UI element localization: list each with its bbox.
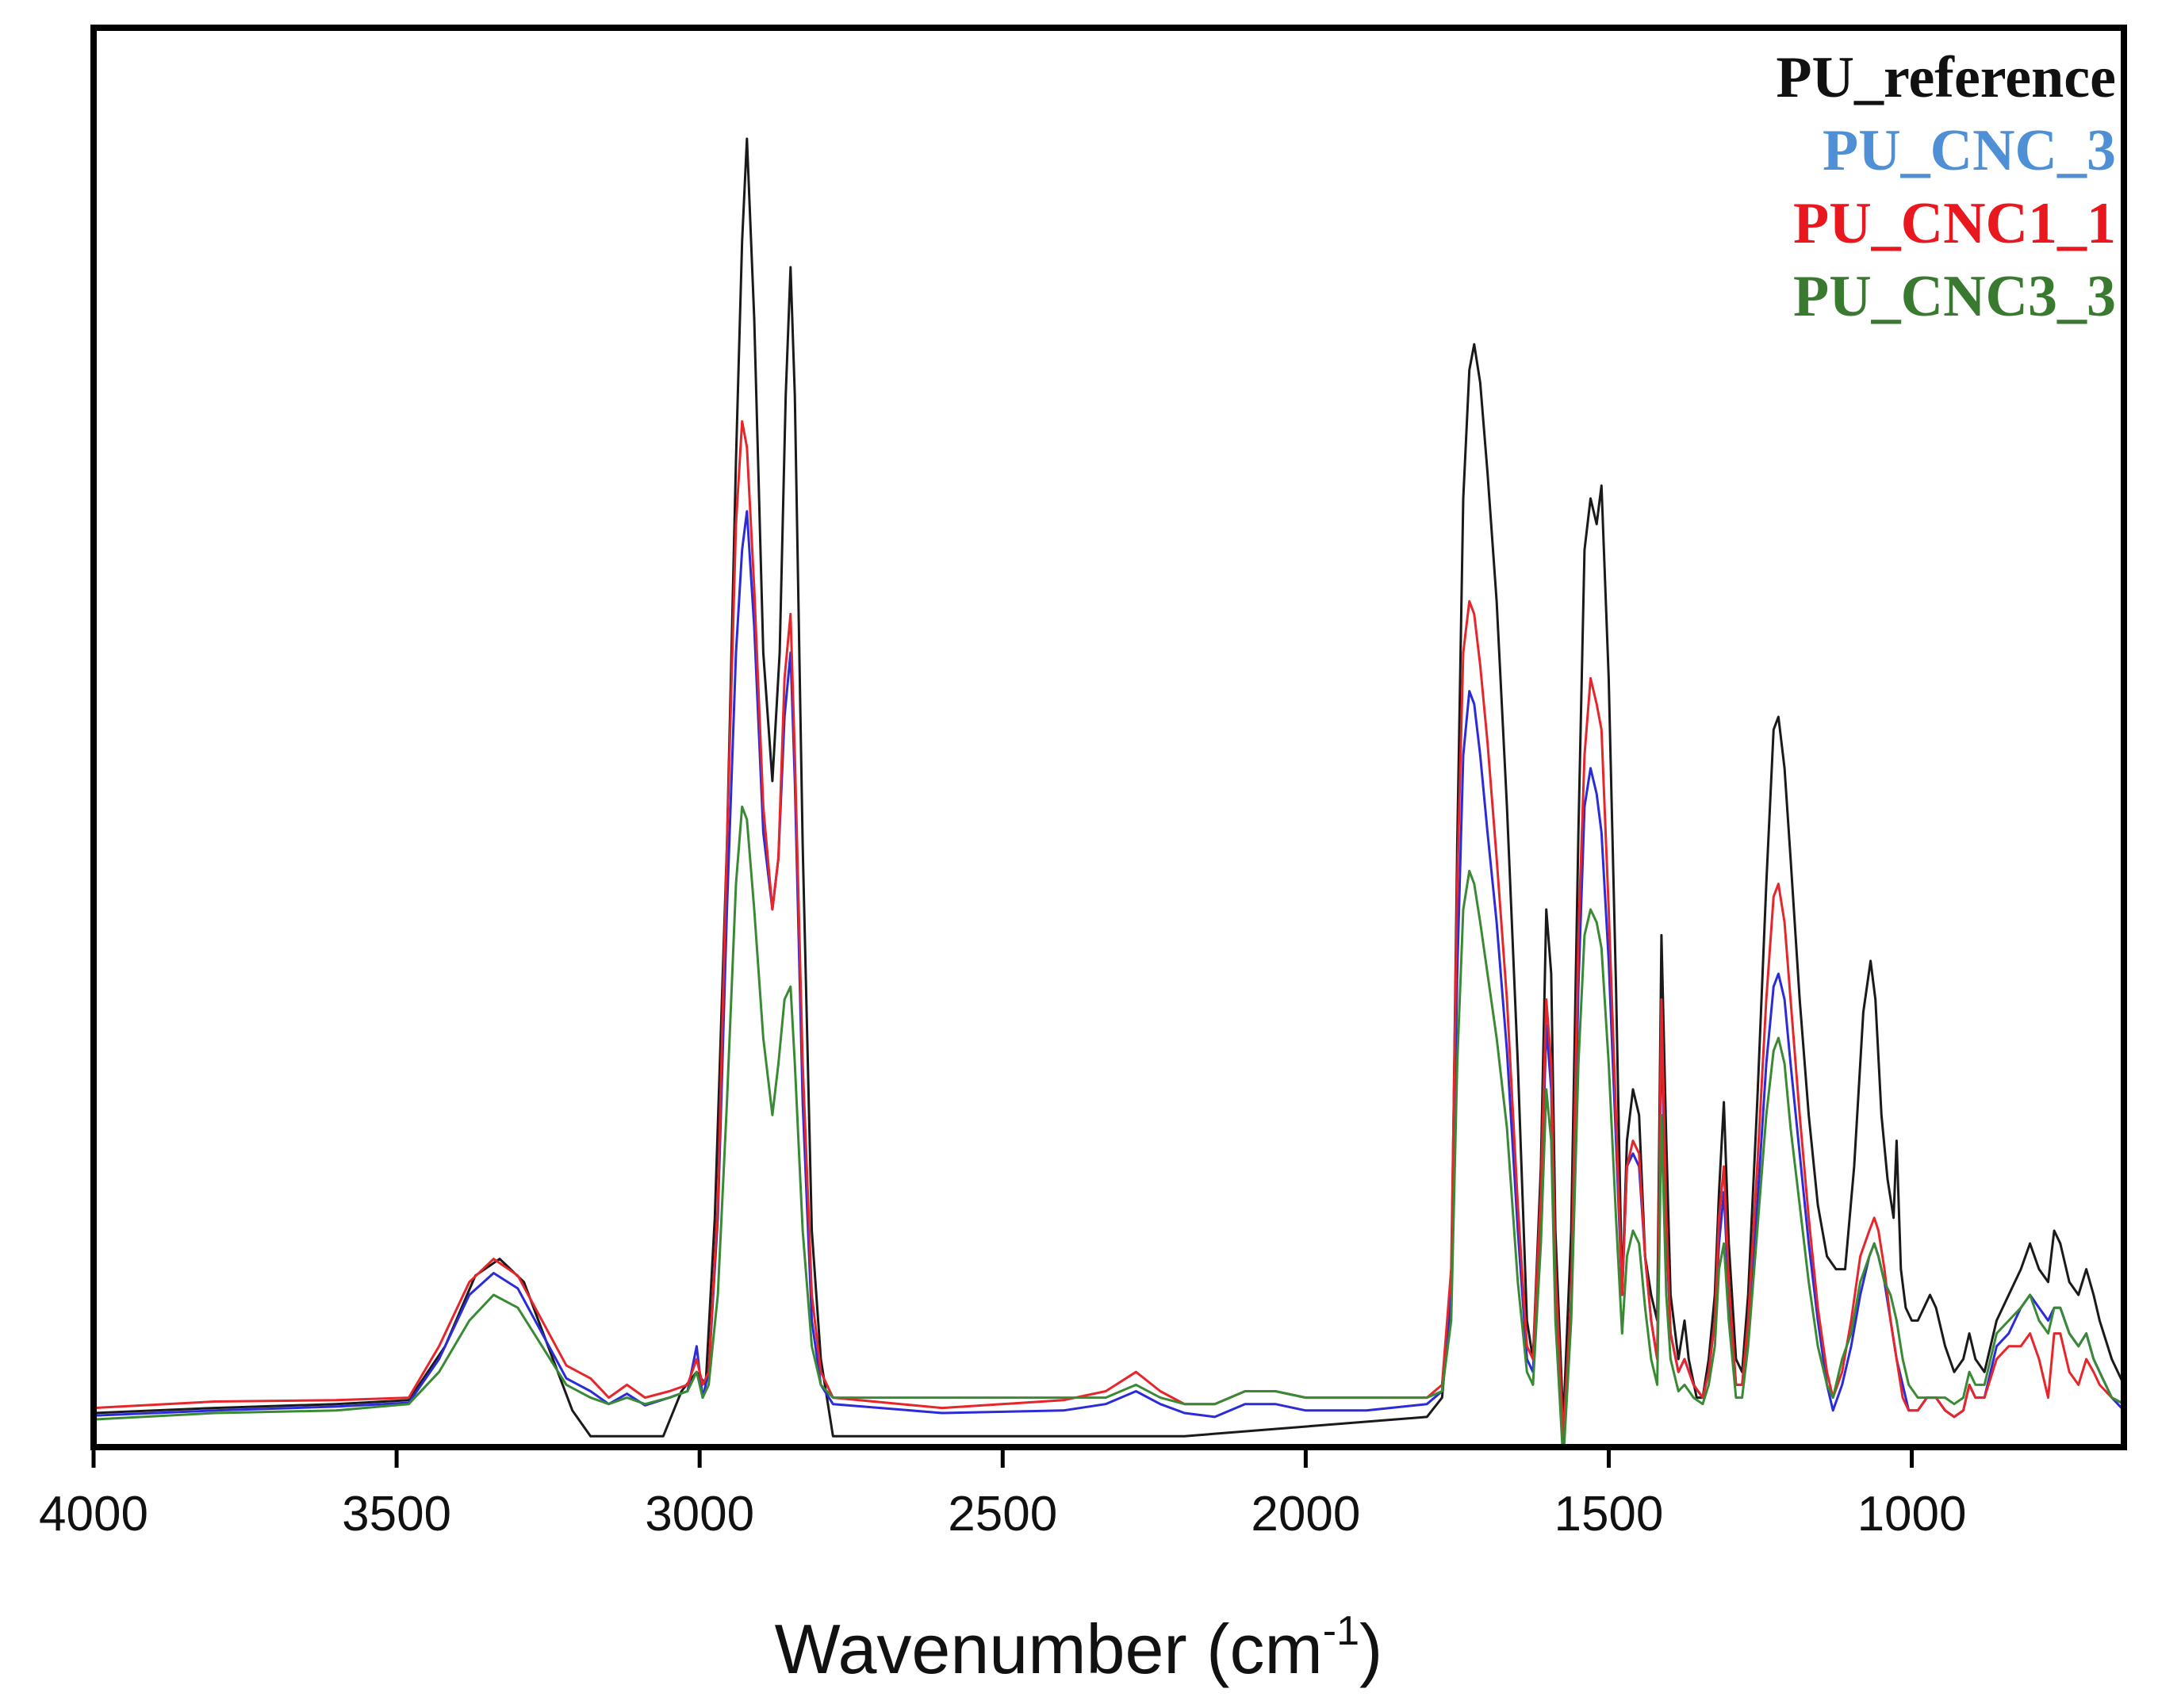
x-axis-title: Wavenumber (cm-1) [775, 1608, 1383, 1688]
x-tick-label: 3000 [645, 1487, 754, 1541]
x-tick-label: 4000 [39, 1487, 148, 1541]
legend-entry-pu-cnc1-1: PU_CNC1_1 [1793, 191, 2116, 256]
plot-area [94, 137, 2124, 1447]
x-tick-label: 2000 [1251, 1487, 1360, 1541]
legend-entry-pu-cnc-3: PU_CNC_3 [1823, 118, 2116, 183]
x-tick-label: 3500 [342, 1487, 451, 1541]
x-axis-ticks: 4000 3500 3000 2500 2000 1500 1000 [39, 1447, 1967, 1541]
x-axis-title-superscript: -1 [1323, 1608, 1359, 1654]
series-line-pu-cnc1-1 [94, 419, 2124, 1438]
legend-entry-pu-cnc3-3: PU_CNC3_3 [1793, 264, 2116, 329]
x-tick-label: 2500 [948, 1487, 1057, 1541]
x-tick-label: 1000 [1857, 1487, 1967, 1541]
series-line-pu-cnc3-3 [94, 805, 2124, 1447]
legend-entry-pu-reference: PU_reference [1776, 45, 2116, 110]
x-axis-title-main: Wavenumber (cm [775, 1610, 1323, 1688]
x-tick-label: 1500 [1554, 1487, 1663, 1541]
legend: PU_reference PU_CNC_3 PU_CNC1_1 PU_CNC3_3 [1776, 45, 2116, 329]
plot-frame [90, 25, 2127, 1450]
series-line-pu-cnc-3 [94, 510, 2124, 1447]
series-line-pu-reference [94, 137, 2124, 1438]
x-axis-title-end: ) [1359, 1610, 1382, 1688]
